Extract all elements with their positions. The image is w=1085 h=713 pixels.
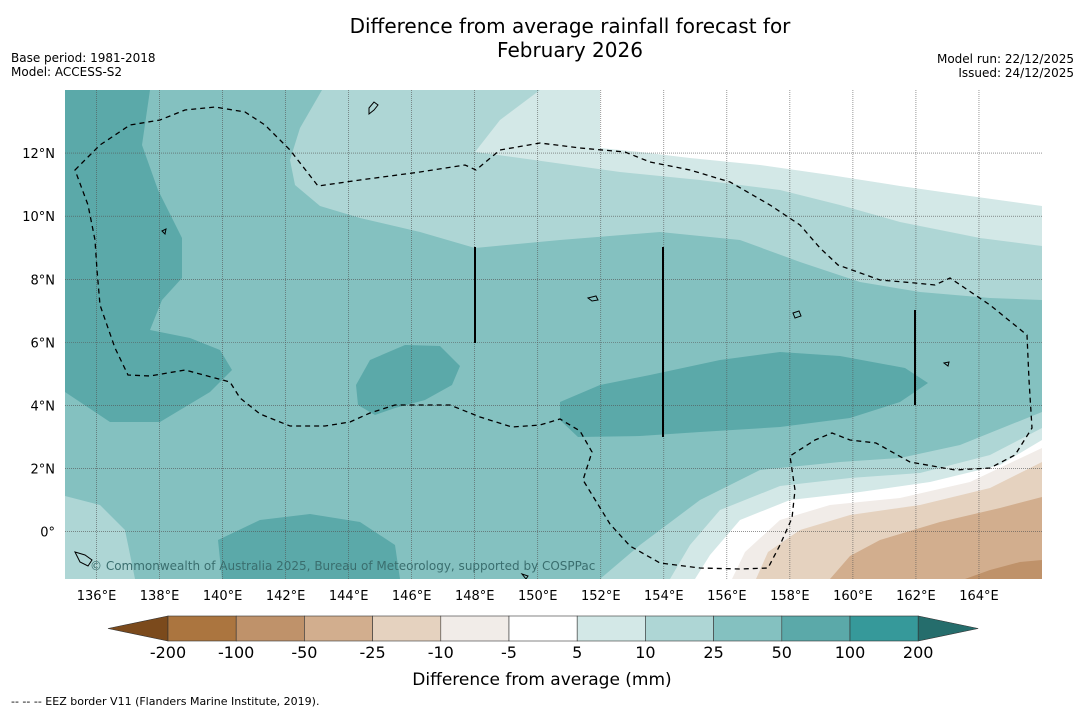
copyright-notice: © Commonwealth of Australia 2025, Bureau… bbox=[90, 559, 595, 573]
base-period: Base period: 1981-2018 bbox=[11, 51, 156, 65]
anomaly-fill-minus25-southeast bbox=[830, 497, 1042, 579]
anomaly-fill-10-25-southwest bbox=[65, 496, 135, 579]
lon-tick-label: 156°E bbox=[707, 589, 747, 604]
colorbar-tick-label: -200 bbox=[150, 643, 186, 662]
lon-tick-label: 136°E bbox=[77, 589, 117, 604]
lon-tick-label: 146°E bbox=[392, 589, 432, 604]
colorbar-swatch bbox=[645, 615, 714, 642]
anomaly-fill-50-100-east bbox=[560, 352, 928, 437]
model-name: Model: ACCESS-S2 bbox=[11, 65, 123, 79]
colorbar-swatch bbox=[440, 615, 510, 642]
colorbar-tick-label: 100 bbox=[835, 643, 866, 662]
model-info: Base period: 1981-2018 Model: ACCESS-S2 bbox=[11, 51, 156, 79]
colorbar-swatch bbox=[781, 615, 851, 642]
colorbar-swatch bbox=[576, 615, 646, 642]
colorbar-swatch bbox=[372, 615, 442, 642]
island-outline bbox=[942, 361, 950, 367]
colorbar-arrow-high bbox=[917, 615, 979, 642]
island-outline bbox=[520, 572, 529, 579]
colorbar-tick-label: -100 bbox=[218, 643, 254, 662]
colorbar-swatch bbox=[167, 615, 237, 642]
gridlines bbox=[65, 90, 1042, 579]
colorbar-tick-label: 200 bbox=[903, 643, 934, 662]
lon-tick-label: 150°E bbox=[518, 589, 558, 604]
colorbar-title: Difference from average (mm) bbox=[412, 670, 671, 690]
anomaly-fill-50-100-south bbox=[218, 514, 400, 579]
colorbar-swatch bbox=[508, 615, 578, 642]
lon-tick-label: 148°E bbox=[455, 589, 495, 604]
anomaly-fill-50-100-west bbox=[65, 90, 232, 422]
colorbar: -200 -100 -50 -25 -10 -5 5 10 25 50 100 200 bbox=[107, 615, 979, 662]
lon-tick-label: 164°E bbox=[959, 589, 999, 604]
colorbar-tick-label: 25 bbox=[703, 643, 723, 662]
rainfall-map: © Commonwealth of Australia 2025, Bureau… bbox=[65, 90, 1042, 579]
colorbar-tick-label: -10 bbox=[428, 643, 454, 662]
anomaly-fill-50-100-central bbox=[356, 345, 460, 415]
title-line-1: Difference from average rainfall forecas… bbox=[349, 14, 791, 38]
lon-tick-label: 158°E bbox=[770, 589, 810, 604]
colorbar-tick-label: -50 bbox=[291, 643, 317, 662]
anomaly-fill-neutral-north bbox=[600, 90, 1042, 206]
lon-tick-label: 160°E bbox=[833, 589, 873, 604]
lon-tick-label: 140°E bbox=[203, 589, 243, 604]
island-outlines bbox=[74, 101, 950, 579]
colorbar-tick-label: -5 bbox=[501, 643, 517, 662]
title-line-2: February 2026 bbox=[497, 38, 643, 62]
model-run-date: Model run: 22/12/2025 bbox=[936, 52, 1074, 66]
colorbar-arrow-low bbox=[107, 615, 169, 642]
anomaly-fill-minus50-southeast bbox=[965, 560, 1042, 579]
lon-tick-label: 138°E bbox=[140, 589, 180, 604]
lat-tick-labels: 12°N 10°N 8°N 6°N 4°N 2°N 0° bbox=[22, 147, 55, 541]
colorbar-swatch bbox=[304, 615, 373, 642]
island-outline bbox=[74, 551, 93, 567]
lon-tick-label: 152°E bbox=[581, 589, 621, 604]
lat-tick-label: 12°N bbox=[22, 147, 55, 162]
eez-footnote: -- -- -- EEZ border V11 (Flanders Marine… bbox=[11, 695, 320, 708]
island-outline bbox=[792, 310, 802, 319]
lon-tick-label: 142°E bbox=[266, 589, 306, 604]
lat-tick-label: 2°N bbox=[31, 463, 56, 478]
colorbar-swatch bbox=[713, 615, 783, 642]
island-outline bbox=[368, 101, 379, 116]
lon-tick-label: 162°E bbox=[896, 589, 936, 604]
colorbar-swatch bbox=[849, 615, 919, 642]
lat-tick-label: 4°N bbox=[31, 399, 56, 414]
lat-tick-label: 10°N bbox=[22, 210, 55, 225]
colorbar-tick-label: 5 bbox=[572, 643, 582, 662]
lon-tick-label: 154°E bbox=[644, 589, 684, 604]
run-info: Model run: 22/12/2025 Issued: 24/12/2025 bbox=[937, 52, 1074, 80]
island-outline bbox=[586, 295, 599, 302]
lon-tick-label: 144°E bbox=[329, 589, 369, 604]
chart-title: Difference from average rainfall forecas… bbox=[270, 14, 870, 62]
lat-tick-label: 6°N bbox=[31, 336, 56, 351]
lon-tick-labels: 136°E 138°E 140°E 142°E 144°E 146°E 148°E 150°E… bbox=[77, 589, 999, 604]
colorbar-tick-label: 10 bbox=[635, 643, 655, 662]
issued-date: Issued: 24/12/2025 bbox=[958, 66, 1074, 80]
colorbar-tick-label: 50 bbox=[772, 643, 792, 662]
colorbar-tick-label: -25 bbox=[360, 643, 386, 662]
eez-border bbox=[74, 106, 1033, 570]
colorbar-swatch bbox=[235, 615, 305, 642]
lat-tick-label: 0° bbox=[40, 526, 55, 541]
lat-tick-label: 8°N bbox=[31, 273, 56, 288]
island-outline bbox=[161, 228, 167, 236]
